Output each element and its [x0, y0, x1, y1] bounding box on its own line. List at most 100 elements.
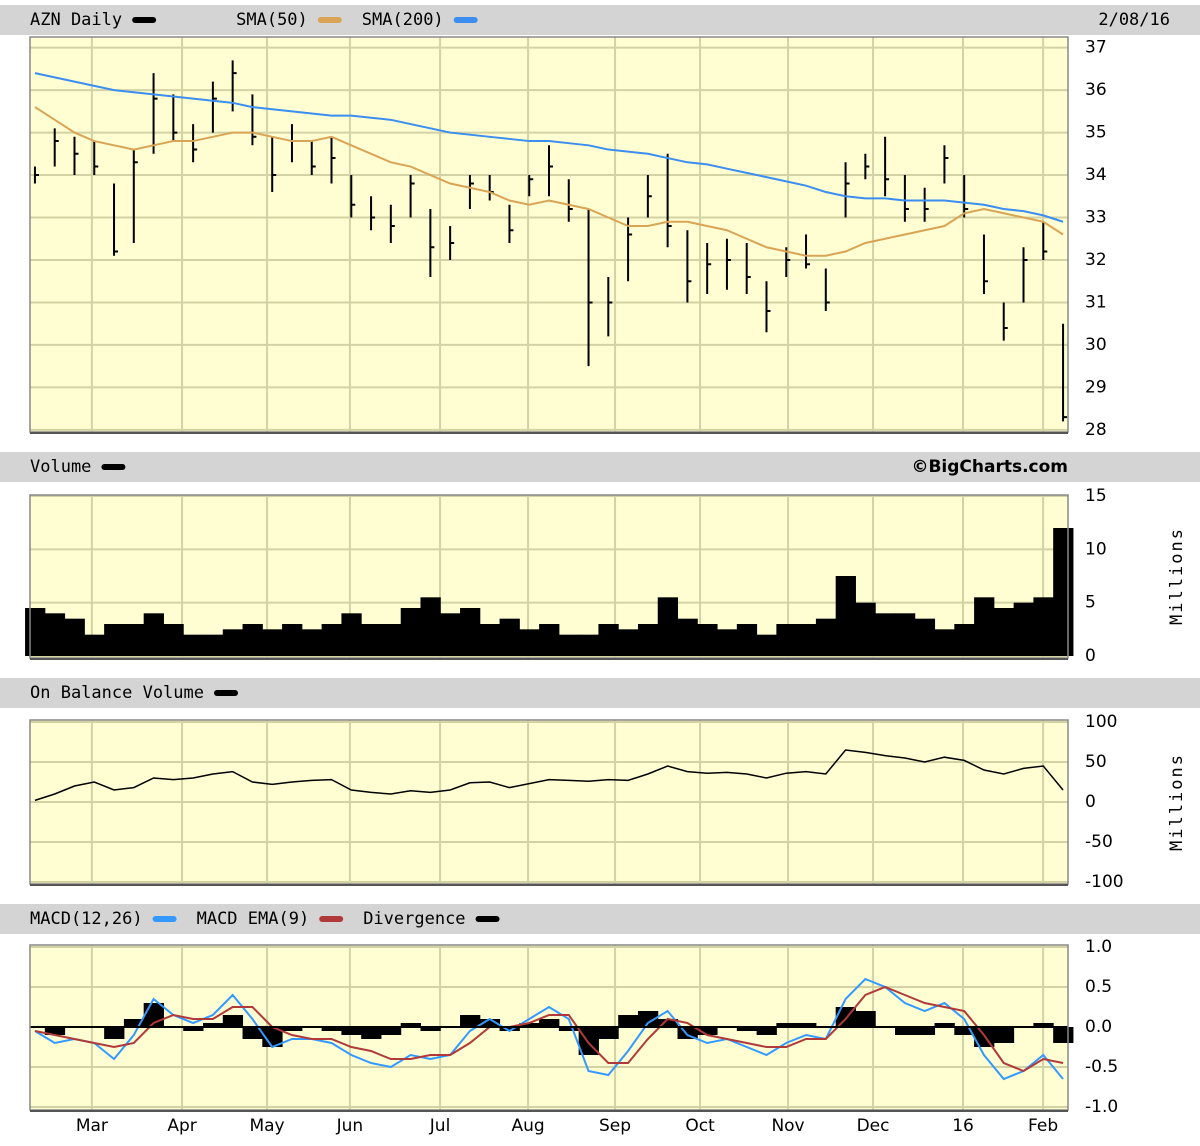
price-bar	[251, 94, 257, 146]
price-bar	[172, 94, 178, 142]
bar	[539, 624, 560, 656]
bar	[44, 613, 66, 656]
price-bar	[824, 268, 830, 311]
bar	[1053, 528, 1074, 656]
bar	[598, 624, 619, 656]
x-tick-label: Jun	[336, 1116, 364, 1136]
legend-swatch	[152, 916, 177, 922]
legend-label: On Balance Volume	[30, 683, 204, 703]
price-bar	[152, 73, 158, 154]
y-tick-label: -50	[1085, 832, 1113, 852]
grid	[30, 37, 1068, 432]
y-axis-label: Millions	[1167, 753, 1187, 851]
bar	[934, 1023, 955, 1027]
bar	[895, 613, 916, 656]
legend-swatch	[132, 17, 157, 23]
price-bar	[903, 175, 909, 222]
price-bar	[844, 162, 850, 218]
bar	[183, 1027, 204, 1031]
bar	[697, 624, 718, 656]
bar	[796, 624, 817, 656]
bar	[618, 1015, 639, 1027]
price-bar	[1042, 221, 1048, 260]
bar	[756, 1027, 777, 1035]
y-tick-label: 33	[1085, 208, 1107, 228]
bar	[420, 1027, 441, 1031]
price-bar	[706, 242, 712, 294]
y-tick-label: 31	[1085, 292, 1107, 312]
bar	[380, 624, 402, 656]
bar	[1033, 1023, 1054, 1027]
y-tick-label: 36	[1085, 80, 1107, 100]
price-bar	[1062, 323, 1068, 422]
legend-swatch	[214, 690, 238, 696]
price-bar	[350, 175, 356, 218]
date-label: 2/08/16	[1098, 10, 1170, 30]
bar	[479, 624, 501, 656]
bar	[282, 624, 303, 656]
credit: ©BigCharts.com	[911, 457, 1068, 477]
bar	[321, 1027, 342, 1031]
bar	[499, 1027, 520, 1031]
panel-header	[0, 5, 1200, 35]
bar	[262, 1027, 283, 1047]
price-bar	[528, 175, 534, 197]
legend-label: SMA(50)	[236, 10, 308, 30]
x-tick-label: Jul	[429, 1116, 451, 1136]
y-tick-label: 35	[1085, 123, 1107, 143]
legend-swatch	[101, 464, 126, 470]
bar	[598, 1027, 619, 1039]
bar	[993, 1027, 1015, 1043]
y-axis-label: Millions	[1167, 527, 1187, 625]
price-bar	[963, 175, 969, 218]
bar	[578, 634, 599, 656]
series-line	[34, 977, 1064, 1081]
price-bar	[113, 183, 119, 256]
bar	[104, 624, 125, 656]
bar	[1053, 1027, 1074, 1043]
bar	[558, 1027, 580, 1031]
bar	[855, 602, 876, 656]
price-bar	[508, 204, 514, 243]
price-bar	[1022, 247, 1028, 303]
series-line	[34, 72, 1064, 223]
bar	[736, 1027, 758, 1031]
bar	[717, 629, 738, 656]
x-tick-label: Mar	[76, 1116, 108, 1136]
bar	[400, 608, 421, 656]
price-bar	[587, 209, 593, 367]
bar	[677, 618, 698, 656]
bar	[460, 608, 481, 656]
bar	[262, 629, 283, 656]
bar	[380, 1027, 402, 1035]
bar	[637, 624, 659, 656]
bar	[282, 1027, 303, 1031]
price-bar	[607, 276, 613, 337]
bar	[895, 1027, 916, 1035]
bar	[321, 624, 342, 656]
price-bar	[192, 124, 198, 163]
legend-swatch	[317, 17, 342, 23]
price-bar	[943, 145, 949, 184]
price-bar	[1002, 302, 1008, 341]
bar	[183, 634, 204, 656]
bar	[25, 608, 46, 656]
price-bar	[627, 217, 633, 282]
bar	[341, 613, 362, 656]
price-bar	[132, 149, 138, 243]
bar	[361, 1027, 382, 1039]
bar	[657, 1019, 679, 1027]
y-tick-label: 50	[1085, 752, 1107, 772]
bar	[104, 1027, 125, 1039]
price-bar	[330, 136, 336, 184]
price-bar	[982, 234, 988, 294]
bar	[637, 1011, 659, 1027]
bar	[954, 1027, 975, 1035]
bar	[875, 613, 896, 656]
bar	[203, 634, 224, 656]
y-tick-label: 10	[1085, 539, 1107, 559]
bar	[242, 624, 263, 656]
y-tick-label: 5	[1085, 593, 1096, 613]
bar	[64, 618, 85, 656]
